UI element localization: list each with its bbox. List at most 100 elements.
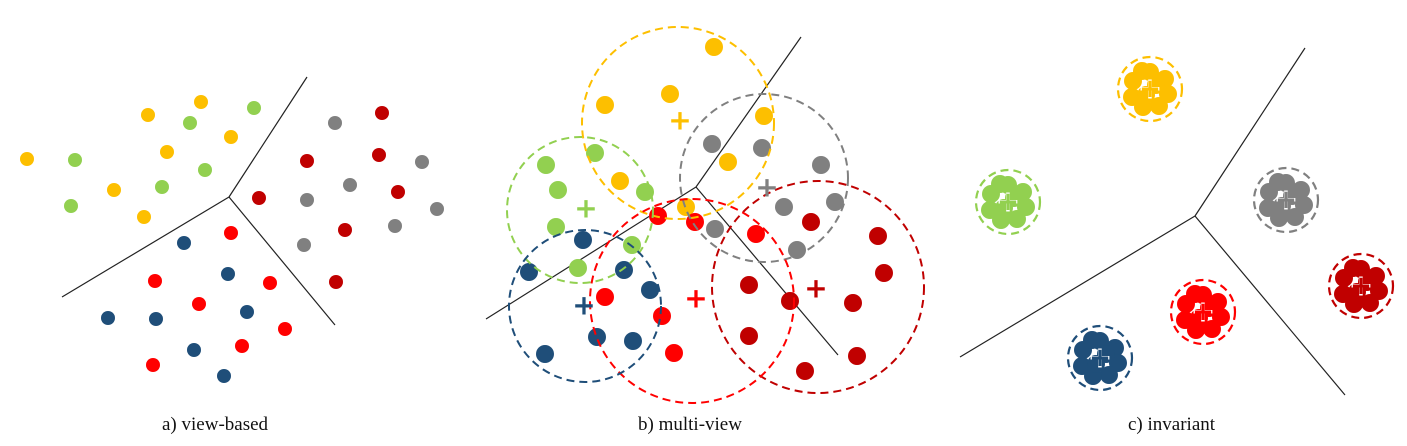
red-dot xyxy=(1203,320,1221,338)
gray-dot xyxy=(1259,199,1277,217)
lightgreen-dot xyxy=(64,199,78,213)
darkred-dot xyxy=(1361,294,1379,312)
gray-dot xyxy=(706,220,724,238)
yellow-dot xyxy=(611,172,629,190)
red-dot xyxy=(596,288,614,306)
yellow-dot xyxy=(160,145,174,159)
yellow-dot xyxy=(1123,88,1141,106)
red-centroid: + xyxy=(1192,297,1214,327)
panel-multi-view: + + + + + + xyxy=(485,26,925,404)
red-dot xyxy=(148,274,162,288)
yellow-dot xyxy=(1133,62,1151,80)
red-dot xyxy=(1190,309,1208,327)
boundary-line xyxy=(695,186,839,356)
red-dot xyxy=(665,344,683,362)
lightgreen-dot xyxy=(547,218,565,236)
darkred-dot xyxy=(875,264,893,282)
darkred-dot xyxy=(781,292,799,310)
gray-dot xyxy=(1269,173,1287,191)
darkred-dot xyxy=(1334,285,1352,303)
navy-dot xyxy=(101,311,115,325)
darkred-dot xyxy=(796,362,814,380)
boundary-line xyxy=(61,196,230,298)
red-cluster-ring xyxy=(1169,278,1237,346)
darkred-dot xyxy=(802,213,820,231)
darkred-centroid: + xyxy=(804,272,827,305)
red-dot xyxy=(747,225,765,243)
gray-dot xyxy=(1286,208,1304,226)
yellow-centroid: + xyxy=(1139,74,1161,104)
yellow-dot xyxy=(224,130,238,144)
navy-dot xyxy=(217,369,231,383)
boundary-line xyxy=(228,196,336,326)
navy-dot xyxy=(1083,331,1101,349)
red-dot xyxy=(224,226,238,240)
boundary-line xyxy=(1194,47,1306,217)
yellow-cluster-ring xyxy=(1116,55,1184,123)
lightgreen-dot xyxy=(68,153,82,167)
yellow-dot xyxy=(194,95,208,109)
gray-dot xyxy=(430,202,444,216)
panel-invariant: ++++ ++++++++ xyxy=(959,47,1395,396)
navy-dot xyxy=(221,267,235,281)
caption-invariant: c) invariant xyxy=(1128,414,1216,435)
lightgreen-dot xyxy=(537,156,555,174)
yellow-centroid-halo: + xyxy=(1137,72,1162,107)
boundary-line xyxy=(1194,215,1346,396)
red-cluster-ring xyxy=(589,198,795,404)
red-dot xyxy=(653,307,671,325)
darkred-dot xyxy=(740,327,758,345)
gray-dot xyxy=(343,178,357,192)
navy-dot xyxy=(1100,366,1118,384)
gray-dot xyxy=(297,238,311,252)
lightgreen-dot xyxy=(549,181,567,199)
navy-dot xyxy=(574,231,592,249)
lightgreen-dot xyxy=(981,201,999,219)
yellow-cluster-ring xyxy=(581,26,775,220)
yellow-dot xyxy=(719,153,737,171)
gray-dot xyxy=(812,156,830,174)
darkred-dot xyxy=(252,191,266,205)
navy-dot xyxy=(536,345,554,363)
navy-dot xyxy=(187,343,201,357)
navy-dot xyxy=(1073,357,1091,375)
gray-dot xyxy=(388,219,402,233)
darkred-centroid: + xyxy=(1350,271,1372,301)
darkred-cluster-ring xyxy=(1327,252,1395,320)
yellow-dot xyxy=(1150,97,1168,115)
caption-multi-view: b) multi-view xyxy=(638,414,742,435)
gray-centroid-halo: + xyxy=(1273,183,1298,218)
red-dot xyxy=(1176,311,1194,329)
gray-centroid: + xyxy=(1275,185,1297,215)
gray-dot xyxy=(753,139,771,157)
navy-dot xyxy=(177,236,191,250)
darkred-dot xyxy=(848,347,866,365)
darkred-dot xyxy=(1348,283,1366,301)
lightgreen-dot xyxy=(991,175,1009,193)
darkred-centroid-halo: + xyxy=(1348,269,1373,304)
navy-dot xyxy=(1087,355,1105,373)
darkred-dot xyxy=(391,185,405,199)
red-dot xyxy=(1186,285,1204,303)
boundary-line xyxy=(695,36,802,188)
navy-dot xyxy=(588,328,606,346)
darkred-dot xyxy=(329,275,343,289)
gray-centroid: + xyxy=(755,171,778,204)
yellow-dot xyxy=(596,96,614,114)
lightgreen-centroid-halo: + xyxy=(995,185,1020,220)
darkred-dot xyxy=(372,148,386,162)
darkred-dot xyxy=(375,106,389,120)
gray-cluster-ring xyxy=(1252,166,1320,234)
lightgreen-cluster-ring xyxy=(974,168,1042,236)
navy-centroid: + xyxy=(1089,343,1111,373)
yellow-centroid: + xyxy=(668,104,691,137)
lightgreen-centroid: + xyxy=(997,187,1019,217)
yellow-dot xyxy=(755,107,773,125)
navy-centroid: + xyxy=(572,289,595,322)
red-dot xyxy=(278,322,292,336)
gray-dot xyxy=(788,241,806,259)
boundary-line xyxy=(228,76,308,198)
lightgreen-dot xyxy=(183,116,197,130)
darkred-dot xyxy=(1344,259,1362,277)
